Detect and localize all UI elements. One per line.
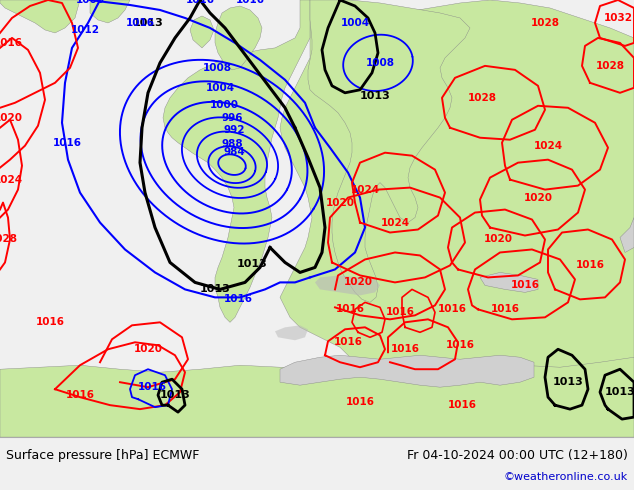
Text: 1020: 1020 — [134, 344, 162, 354]
Text: 1016: 1016 — [391, 344, 420, 354]
Text: 1016: 1016 — [446, 340, 474, 350]
Text: 1004: 1004 — [205, 83, 235, 93]
Polygon shape — [480, 272, 538, 293]
Text: 1000: 1000 — [209, 100, 238, 110]
Text: 1016: 1016 — [491, 304, 519, 315]
Text: 1016: 1016 — [333, 337, 363, 347]
Text: 1016: 1016 — [224, 294, 252, 304]
Text: 1024: 1024 — [533, 141, 562, 151]
Text: 1013: 1013 — [200, 284, 230, 294]
Text: 1020: 1020 — [344, 277, 373, 288]
Text: 1016: 1016 — [0, 38, 22, 48]
Text: Surface pressure [hPa] ECMWF: Surface pressure [hPa] ECMWF — [6, 448, 199, 462]
Text: 1028: 1028 — [0, 235, 18, 245]
Text: 1016: 1016 — [335, 304, 365, 315]
Text: 1016: 1016 — [448, 400, 477, 410]
Text: 1016: 1016 — [65, 390, 94, 400]
Text: 1013: 1013 — [133, 18, 164, 28]
Polygon shape — [620, 218, 634, 252]
Text: 1013: 1013 — [359, 91, 391, 101]
Text: 1016: 1016 — [437, 304, 467, 315]
Text: 1016: 1016 — [138, 382, 167, 392]
Text: 1016: 1016 — [126, 18, 155, 28]
Polygon shape — [308, 0, 470, 302]
Polygon shape — [163, 0, 310, 322]
Text: 984: 984 — [223, 147, 245, 157]
Text: 1004: 1004 — [340, 18, 370, 28]
Text: 1016: 1016 — [53, 138, 82, 147]
Text: 1024: 1024 — [351, 185, 380, 195]
Text: 1020: 1020 — [484, 235, 512, 245]
Text: 1008: 1008 — [365, 58, 394, 68]
Polygon shape — [280, 0, 634, 437]
Polygon shape — [315, 275, 380, 295]
Text: 1024: 1024 — [0, 174, 23, 185]
Text: 996: 996 — [221, 113, 243, 123]
Text: 1016: 1016 — [186, 0, 214, 5]
Text: 1008: 1008 — [202, 63, 231, 73]
Text: 1016: 1016 — [235, 0, 264, 5]
Text: 1013: 1013 — [605, 387, 634, 397]
Text: 1013: 1013 — [553, 377, 583, 387]
Text: 1024: 1024 — [380, 218, 410, 227]
Polygon shape — [0, 0, 80, 33]
Text: 1020: 1020 — [524, 193, 552, 202]
Text: 1016: 1016 — [385, 307, 415, 318]
Text: 1013: 1013 — [160, 390, 190, 400]
Text: 1016: 1016 — [346, 397, 375, 407]
Text: 1028: 1028 — [467, 93, 496, 103]
Text: 992: 992 — [223, 125, 245, 135]
Text: 1016: 1016 — [576, 261, 604, 270]
Polygon shape — [190, 16, 214, 48]
Text: 1032: 1032 — [604, 13, 633, 23]
Text: 1016: 1016 — [36, 318, 65, 327]
Polygon shape — [280, 355, 534, 387]
Text: 988: 988 — [221, 139, 243, 148]
Polygon shape — [215, 6, 262, 70]
Text: 1020: 1020 — [0, 113, 22, 123]
Polygon shape — [275, 325, 308, 340]
Text: 1028: 1028 — [595, 61, 624, 71]
Polygon shape — [0, 357, 634, 437]
Polygon shape — [90, 0, 130, 23]
Text: 1012: 1012 — [70, 25, 100, 35]
Text: 1016: 1016 — [510, 280, 540, 291]
Text: 1028: 1028 — [531, 18, 559, 28]
Text: 1000: 1000 — [75, 0, 105, 5]
Text: ©weatheronline.co.uk: ©weatheronline.co.uk — [504, 472, 628, 482]
Text: Fr 04-10-2024 00:00 UTC (12+180): Fr 04-10-2024 00:00 UTC (12+180) — [407, 448, 628, 462]
Text: 1013: 1013 — [236, 259, 268, 270]
Text: 1020: 1020 — [325, 197, 354, 208]
